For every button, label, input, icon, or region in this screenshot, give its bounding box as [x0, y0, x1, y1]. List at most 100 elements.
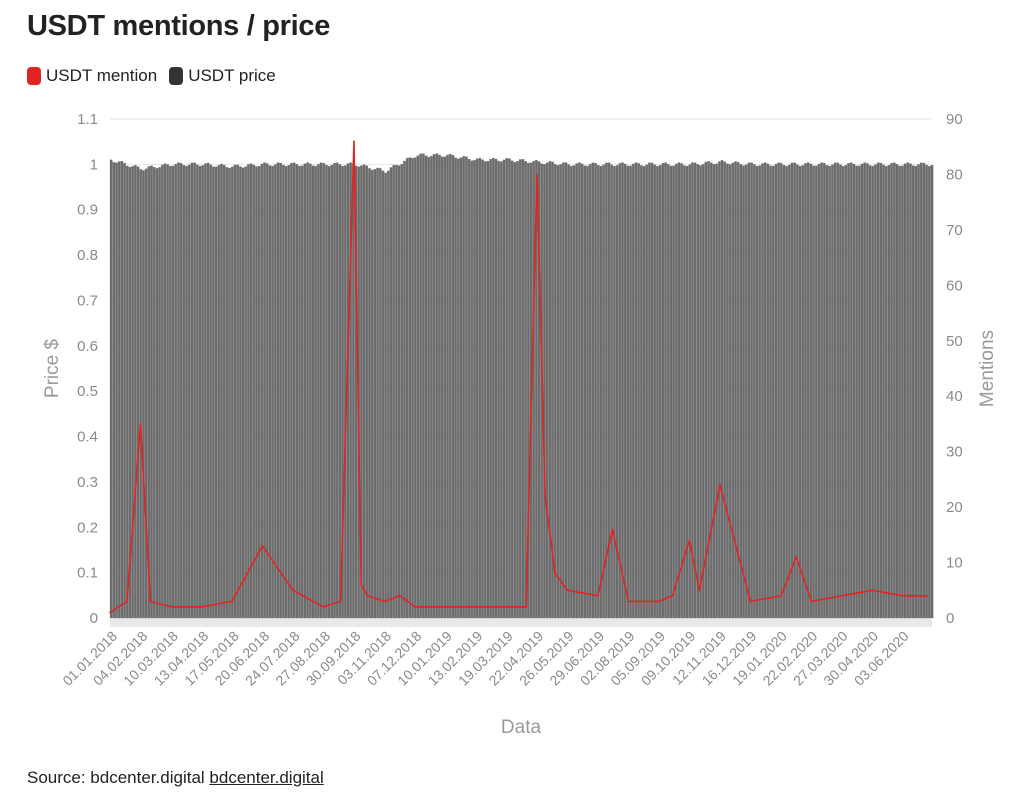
price-bar-231: [731, 162, 735, 619]
price-bar-42: [222, 164, 226, 619]
price-bar-90: [352, 163, 355, 619]
mention-point-15: [398, 595, 401, 597]
price-bar-172: [572, 165, 576, 619]
price-bar-151: [516, 161, 519, 619]
price-bar-248: [777, 162, 780, 619]
price-bar-263: [817, 163, 821, 619]
price-bar-133: [467, 158, 471, 619]
price-bar-222: [707, 161, 710, 619]
legend-item-price[interactable]: USDT price: [169, 66, 276, 86]
price-bar-115: [419, 153, 422, 619]
price-bar-129: [457, 158, 460, 619]
price-bar-297: [909, 163, 912, 619]
mention-point-30: [688, 539, 691, 542]
price-bar-12: [142, 170, 145, 619]
price-bar-250: [782, 165, 786, 619]
y-right-tick-7: 70: [946, 222, 963, 239]
price-bar-76: [314, 165, 317, 619]
price-bar-56: [260, 163, 264, 619]
price-bar-118: [427, 156, 431, 619]
mention-point-3: [149, 600, 152, 603]
price-bar-119: [430, 156, 433, 619]
mention-point-23: [554, 572, 556, 575]
price-bar-20: [163, 163, 167, 619]
price-bar-164: [551, 161, 554, 619]
price-bar-100: [378, 168, 382, 619]
price-bar-170: [567, 164, 570, 619]
price-bar-226: [718, 161, 721, 619]
price-bar-293: [898, 165, 901, 619]
price-bar-305: [930, 164, 934, 619]
price-bar-85: [338, 164, 342, 619]
price-bar-270: [836, 162, 840, 619]
y-left-axis-title: Price $: [42, 339, 63, 399]
y-right-tick-3: 30: [946, 444, 963, 461]
price-bar-195: [634, 162, 638, 619]
price-bar-102: [384, 172, 387, 619]
price-bar-96: [368, 168, 371, 619]
price-bar-36: [206, 162, 210, 619]
price-bar-114: [416, 155, 420, 619]
price-bar-150: [513, 162, 517, 619]
price-bar-54: [255, 166, 258, 619]
price-bar-66: [287, 165, 291, 619]
price-bar-74: [309, 163, 312, 619]
y-right-axis-title: Mentions: [977, 330, 998, 407]
price-bar-238: [750, 162, 753, 619]
price-bar-71: [300, 165, 304, 619]
mention-point-34: [780, 595, 782, 597]
mention-point-38: [871, 589, 874, 592]
price-bar-121: [435, 153, 439, 619]
price-bar-284: [874, 164, 877, 619]
legend-label-price: USDT price: [188, 66, 276, 85]
price-bar-205: [661, 163, 665, 619]
y-left-tick-6: 0.6: [77, 338, 98, 355]
price-bar-53: [252, 164, 256, 619]
price-bar-93: [360, 165, 363, 619]
price-bar-9: [134, 165, 137, 619]
price-bar-142: [492, 157, 495, 619]
price-bar-202: [653, 164, 657, 619]
price-bar-154: [524, 161, 527, 619]
mention-point-11: [353, 140, 355, 142]
price-bar-65: [284, 166, 288, 619]
price-bar-229: [726, 163, 729, 619]
price-bar-55: [257, 165, 261, 619]
price-bar-192: [626, 165, 630, 619]
price-bar-157: [532, 160, 535, 619]
price-bar-179: [591, 162, 595, 619]
legend-item-mention[interactable]: USDT mention: [27, 66, 157, 86]
price-bar-304: [927, 166, 931, 619]
source-link[interactable]: bdcenter.digital: [209, 768, 324, 787]
price-bar-259: [806, 162, 810, 619]
y-left-tick-3: 0.3: [77, 474, 98, 491]
price-bar-21: [166, 164, 169, 619]
x-axis-title: Data: [501, 717, 542, 738]
price-bar-221: [704, 161, 708, 619]
price-bar-75: [311, 165, 315, 619]
price-bar-16: [152, 167, 156, 619]
price-bar-57: [263, 162, 266, 619]
price-bar-292: [895, 164, 899, 619]
price-bar-11: [139, 169, 143, 619]
price-swatch-icon: [169, 67, 184, 85]
price-bar-209: [672, 165, 675, 619]
price-bar-122: [438, 154, 441, 619]
price-bar-251: [785, 166, 788, 619]
price-bar-190: [621, 162, 624, 619]
price-bar-18: [158, 167, 161, 619]
mention-point-8: [292, 589, 294, 592]
price-bar-244: [766, 163, 770, 619]
price-bar-291: [893, 162, 896, 619]
price-bar-193: [629, 165, 632, 619]
price-bar-108: [400, 164, 404, 619]
price-bar-123: [440, 156, 444, 619]
price-bar-111: [408, 157, 412, 619]
price-bar-136: [475, 158, 479, 619]
y-left-tick-0: 0: [90, 610, 98, 627]
price-bar-126: [448, 153, 452, 619]
price-bar-261: [812, 165, 815, 619]
price-bar-218: [696, 164, 700, 619]
source-note: Source: bdcenter.digital bdcenter.digita…: [27, 768, 324, 788]
price-bar-0: [109, 159, 113, 619]
